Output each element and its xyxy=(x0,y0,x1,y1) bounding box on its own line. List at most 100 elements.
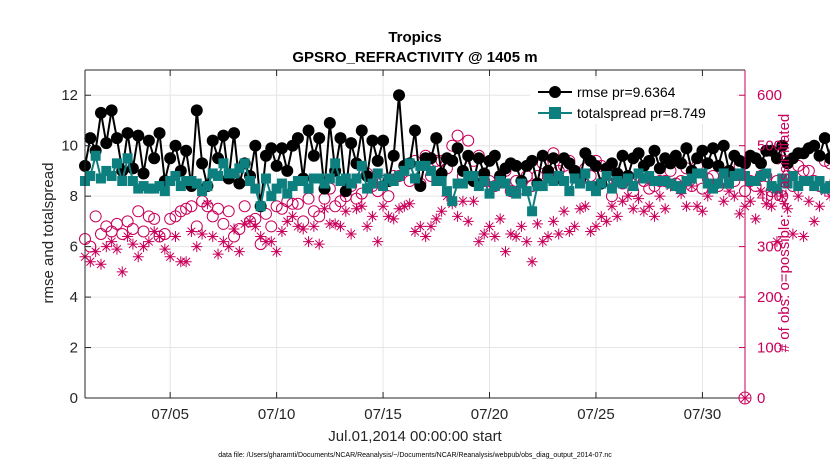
totalspread-point xyxy=(511,188,522,199)
rmse-point xyxy=(701,157,714,170)
obs-possible-point xyxy=(174,205,187,218)
totalspread-point xyxy=(676,183,687,194)
rmse-point xyxy=(547,152,560,165)
totalspread-point xyxy=(239,158,250,169)
obs-assimilated-point xyxy=(281,215,293,227)
obs-assimilated-point xyxy=(478,228,490,240)
obs-possible-point xyxy=(126,222,139,235)
rmse-point xyxy=(409,124,421,137)
totalspread-point xyxy=(468,170,479,181)
totalspread-point xyxy=(761,168,772,179)
rmse-point xyxy=(196,157,209,170)
totalspread-point xyxy=(787,170,798,181)
totalspread-point xyxy=(154,181,165,192)
totalspread-point xyxy=(564,186,575,197)
totalspread-point xyxy=(665,178,676,189)
obs-assimilated-point xyxy=(132,251,144,263)
obs-possible-point xyxy=(180,202,193,215)
obs-assimilated-point xyxy=(249,220,261,232)
obs-assimilated-point xyxy=(590,220,602,232)
obs-possible-point xyxy=(238,200,251,213)
rmse-point xyxy=(249,139,262,152)
obs-assimilated-point xyxy=(313,238,325,250)
obs-assimilated-point xyxy=(201,198,213,210)
totalspread-point xyxy=(399,165,410,176)
obs-assimilated-point xyxy=(297,223,309,235)
totalspread-point xyxy=(229,168,240,179)
obs-assimilated-point xyxy=(138,241,150,253)
rmse-point xyxy=(653,162,666,175)
totalspread-point xyxy=(771,183,782,194)
rmse-point xyxy=(153,127,166,140)
rmse-point xyxy=(302,124,315,137)
totalspread-point xyxy=(495,176,506,187)
totalspread-point xyxy=(585,181,596,192)
totalspread-point xyxy=(143,183,154,194)
totalspread-point xyxy=(463,170,474,181)
obs-assimilated-point xyxy=(494,213,506,225)
rmse-point xyxy=(275,142,288,155)
obs-assimilated-point xyxy=(750,213,762,225)
rmse-point xyxy=(164,152,177,165)
obs-assimilated-point xyxy=(601,215,613,227)
legend-rmse-marker xyxy=(549,86,561,98)
totalspread-point xyxy=(479,176,490,187)
totalspread-point xyxy=(351,173,362,184)
obs-assimilated-point xyxy=(382,210,394,222)
rmse-point xyxy=(632,147,645,160)
obs-possible-point xyxy=(206,210,219,223)
totalspread-point xyxy=(287,181,298,192)
rmse-point xyxy=(217,129,230,142)
data-file-footer: data file: /Users/gharamti/Documents/NCA… xyxy=(218,452,612,459)
totalspread-point xyxy=(175,181,186,192)
chart-title: Tropics xyxy=(388,29,441,46)
obs-assimilated-point xyxy=(760,198,772,210)
obs-assimilated-point xyxy=(553,228,565,240)
obs-assimilated-point xyxy=(180,256,192,268)
obs-assimilated-point xyxy=(787,228,799,240)
obs-possible-point xyxy=(148,212,161,225)
obs-assimilated-point xyxy=(90,246,102,258)
y-tick-label: 8 xyxy=(70,188,78,205)
rmse-point xyxy=(270,159,283,172)
obs-assimilated-point xyxy=(622,190,634,202)
plot-area xyxy=(79,89,830,278)
obs-assimilated-point xyxy=(526,256,538,268)
obs-possible-point xyxy=(137,225,150,238)
obs-assimilated-point xyxy=(329,218,341,230)
totalspread-point xyxy=(367,178,378,189)
totalspread-point xyxy=(755,170,766,181)
legend: rmse pr=9.6364 totalspread pr=8.749 xyxy=(530,80,736,124)
obs-assimilated-point xyxy=(547,215,559,227)
obs-assimilated-point xyxy=(633,193,645,205)
obs-assimilated-point xyxy=(643,200,655,212)
totalspread-point xyxy=(628,181,639,192)
x-tick-label: 07/20 xyxy=(471,406,509,423)
totalspread-point xyxy=(90,150,101,161)
obs-possible-point xyxy=(222,205,235,218)
obs-assimilated-point xyxy=(127,238,139,250)
obs-assimilated-point xyxy=(521,236,533,248)
obs-assimilated-point xyxy=(728,190,740,202)
rmse-point xyxy=(190,104,203,117)
totalspread-point xyxy=(372,168,383,179)
obs-assimilated-point xyxy=(350,203,362,215)
totalspread-point xyxy=(314,173,325,184)
rmse-point xyxy=(291,132,304,145)
obs-assimilated-point xyxy=(244,215,256,227)
totalspread-point xyxy=(170,170,181,181)
totalspread-point xyxy=(420,160,431,171)
totalspread-point xyxy=(777,173,788,184)
totalspread-point xyxy=(308,173,319,184)
totalspread-point xyxy=(133,183,144,194)
rmse-point xyxy=(510,159,523,172)
totalspread-point xyxy=(383,173,394,184)
totalspread-point xyxy=(457,178,468,189)
totalspread-point xyxy=(447,196,458,207)
rmse-point xyxy=(206,134,219,147)
obs-possible-point xyxy=(462,134,475,147)
rmse-point xyxy=(313,132,326,145)
totalspread-point xyxy=(282,188,293,199)
obs-assimilated-point xyxy=(361,220,373,232)
totalspread-point xyxy=(633,168,644,179)
